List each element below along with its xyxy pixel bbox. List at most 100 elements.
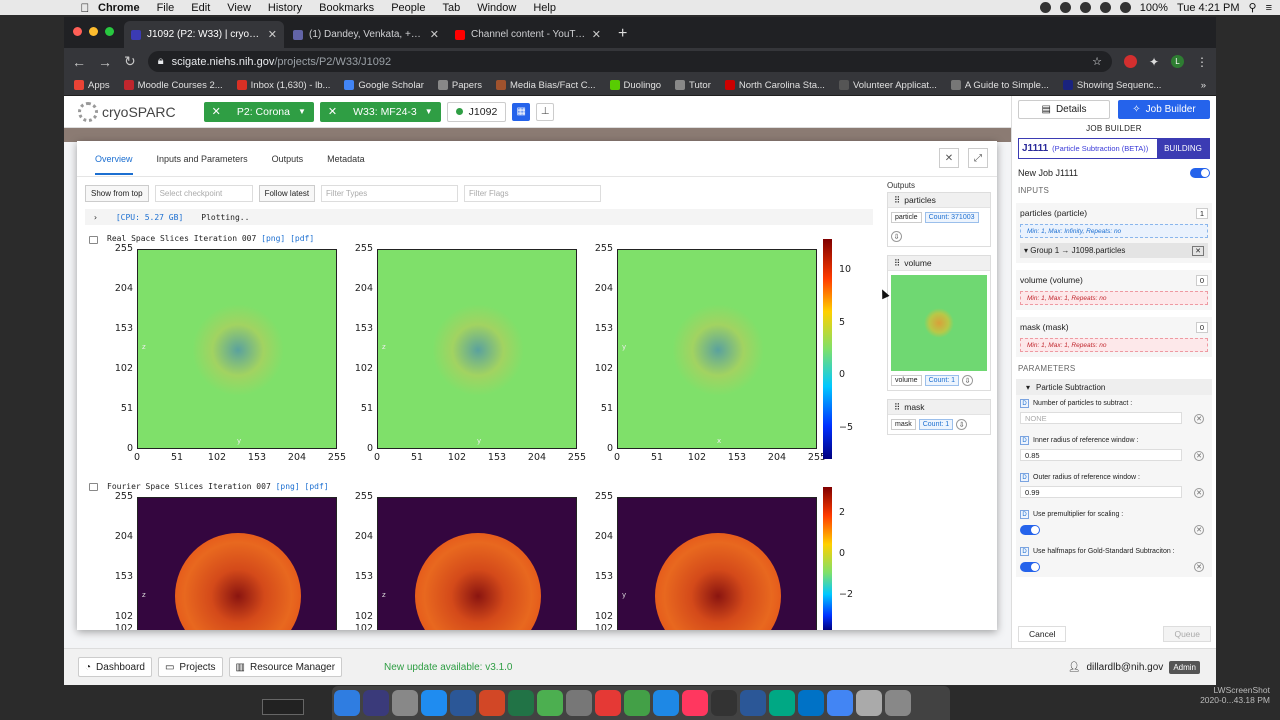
drag-handle-icon[interactable]: ⠿ <box>894 194 901 205</box>
bookmark-item[interactable]: A Guide to Simple... <box>950 80 1049 91</box>
bookmark-item[interactable]: Moodle Courses 2... <box>123 80 223 91</box>
caret-down-icon[interactable]: ▾ <box>1024 246 1029 255</box>
close-tab-icon[interactable]: ✕ <box>267 29 277 41</box>
breadcrumb-project[interactable]: ✕ P2: Corona ▼ <box>203 101 314 122</box>
drag-handle-icon[interactable]: ⠿ <box>894 257 901 268</box>
extensions-puzzle-icon[interactable]: ✦ <box>1148 54 1159 69</box>
menu-help[interactable]: Help <box>533 1 556 14</box>
close-window-button[interactable] <box>73 27 82 36</box>
dock-app-icon[interactable] <box>769 690 795 716</box>
tab-overview[interactable]: Overview <box>95 154 133 175</box>
bookmark-item[interactable]: Inbox (1,630) - lb... <box>236 80 330 91</box>
bookmarks-overflow-icon[interactable]: » <box>1200 79 1206 91</box>
dock-app-icon[interactable] <box>508 690 534 716</box>
clock[interactable]: Tue 4:21 PM <box>1176 1 1240 14</box>
control-center-icon[interactable]: ≡ <box>1265 1 1272 14</box>
menu-app[interactable]: Chrome <box>98 1 140 14</box>
browser-tab-teams[interactable]: (1) Dandey, Venkata, +2 | Micr ✕ <box>286 21 446 48</box>
param-section-header[interactable]: ▾ Particle Subtraction <box>1016 379 1212 395</box>
chevron-down-icon[interactable]: ▼ <box>298 107 306 116</box>
tab-outputs[interactable]: Outputs <box>271 153 304 164</box>
projects-button[interactable]: ▭ Projects <box>157 657 223 677</box>
fourier-png-link[interactable]: [png] <box>275 482 300 491</box>
input-group-row[interactable]: ▾ Group 1 → J1098.particles ✕ <box>1020 243 1208 258</box>
sync-icon[interactable] <box>1059 2 1071 13</box>
dock-app-icon[interactable] <box>537 690 563 716</box>
dock-app-icon[interactable] <box>421 690 447 716</box>
num-particles-input[interactable]: NONE <box>1020 412 1182 424</box>
clear-icon[interactable]: ✕ <box>1194 488 1204 498</box>
close-workspace-icon[interactable]: ✕ <box>327 106 338 118</box>
address-bar[interactable]: 🔒︎ scigate.niehs.nih.gov/projects/P2/W33… <box>147 51 1112 72</box>
browser-tab-cryosparc[interactable]: J1092 (P2: W33) | cryoSPARC ✕ <box>124 21 284 48</box>
dock-app-icon[interactable] <box>740 690 766 716</box>
close-project-icon[interactable]: ✕ <box>211 106 221 118</box>
bookmark-item[interactable]: Duolingo <box>609 80 661 91</box>
bookmark-item[interactable]: Media Bias/Fact C... <box>496 80 596 91</box>
tab-inputs-parameters[interactable]: Inputs and Parameters <box>156 153 248 164</box>
event-log[interactable]: › [CPU: 5.27 GB] Plotting.. Real Space S… <box>85 209 873 630</box>
details-button[interactable]: ▤ Details <box>1018 100 1110 119</box>
menu-bookmarks[interactable]: Bookmarks <box>319 1 375 14</box>
new-tab-icon[interactable]: + <box>618 25 628 42</box>
volume-thumbnail[interactable] <box>891 275 987 371</box>
bookmark-item[interactable]: Apps <box>74 80 110 91</box>
download-icon[interactable]: ⇩ <box>962 375 974 386</box>
bookmark-item[interactable]: Volunteer Applicat... <box>838 80 937 91</box>
zoom-window-button[interactable] <box>105 27 114 36</box>
halfmaps-toggle[interactable] <box>1020 562 1040 572</box>
dock-app-icon[interactable] <box>653 690 679 716</box>
chrome-menu-icon[interactable]: ⋮ <box>1196 54 1208 69</box>
apple-icon[interactable]:  <box>72 1 98 15</box>
menu-edit[interactable]: Edit <box>191 1 211 14</box>
bookmark-item[interactable]: Google Scholar <box>344 80 424 91</box>
bookmark-item[interactable]: Tutor <box>675 80 711 91</box>
inner-radius-input[interactable]: 0.85 <box>1020 449 1182 461</box>
spotlight-icon[interactable]: ⚲ <box>1248 2 1257 14</box>
clear-icon[interactable]: ✕ <box>1194 414 1204 424</box>
outer-radius-input[interactable]: 0.99 <box>1020 486 1182 498</box>
menu-people[interactable]: People <box>391 1 426 14</box>
extension-icon[interactable] <box>1123 55 1137 68</box>
follow-latest-button[interactable]: Follow latest <box>258 185 316 202</box>
job-builder-button[interactable]: ✧ Job Builder <box>1118 100 1210 119</box>
forward-icon[interactable]: → <box>98 53 112 70</box>
reload-icon[interactable]: ↻ <box>124 53 136 69</box>
menu-tab[interactable]: Tab <box>442 1 461 14</box>
browser-tab-youtube[interactable]: Channel content - YouTube Stu ✕ <box>448 21 608 48</box>
dock-app-icon[interactable] <box>392 690 418 716</box>
job-card[interactable]: J1111 (Particle Subtraction (BETA)) BUILD… <box>1018 138 1210 159</box>
dashboard-button[interactable]: ◔ Dashboard <box>78 657 152 677</box>
dock-app-icon[interactable] <box>334 690 360 716</box>
dock-app-icon[interactable] <box>856 690 882 716</box>
close-modal-icon[interactable]: ✕ <box>939 148 959 168</box>
dock-app-icon[interactable] <box>566 690 592 716</box>
card-view-icon[interactable]: ▦ <box>512 102 531 121</box>
real-png-link[interactable]: [png] <box>261 234 286 243</box>
dock-app-icon[interactable] <box>624 690 650 716</box>
dock-app-icon[interactable] <box>479 690 505 716</box>
output-count[interactable]: Count: 1 <box>918 419 954 430</box>
chevron-down-icon[interactable]: ▼ <box>424 107 433 116</box>
filter-flags-input[interactable]: Filter Flags <box>464 185 602 202</box>
dock-app-icon[interactable] <box>682 690 708 716</box>
remove-input-icon[interactable]: ✕ <box>1192 245 1204 256</box>
bookmark-star-icon[interactable]: ☆ <box>1092 56 1102 68</box>
drag-handle-icon[interactable]: ⠿ <box>894 401 901 412</box>
battery-percent[interactable]: 100% <box>1139 1 1168 14</box>
clear-icon[interactable]: ✕ <box>1194 525 1204 535</box>
tree-view-icon[interactable]: ⊥ <box>536 102 555 121</box>
menu-window[interactable]: Window <box>477 1 517 14</box>
breadcrumb-workspace[interactable]: ✕ W33: MF24-3 ▼ <box>319 101 441 122</box>
record-icon[interactable] <box>1039 2 1051 13</box>
resource-manager-button[interactable]: ▥ Resource Manager <box>228 657 343 677</box>
chevron-right-icon[interactable]: › <box>93 212 98 222</box>
menu-history[interactable]: History <box>267 1 303 14</box>
back-icon[interactable]: ← <box>72 53 86 70</box>
filter-types-input[interactable]: Filter Types <box>321 185 459 202</box>
clear-icon[interactable]: ✕ <box>1194 451 1204 461</box>
checkpoint-select[interactable]: Select checkpoint <box>154 185 253 202</box>
download-icon[interactable]: ⇩ <box>891 231 902 242</box>
output-count[interactable]: Count: 371003 <box>924 212 979 223</box>
bookmark-item[interactable]: North Carolina Sta... <box>724 80 825 91</box>
